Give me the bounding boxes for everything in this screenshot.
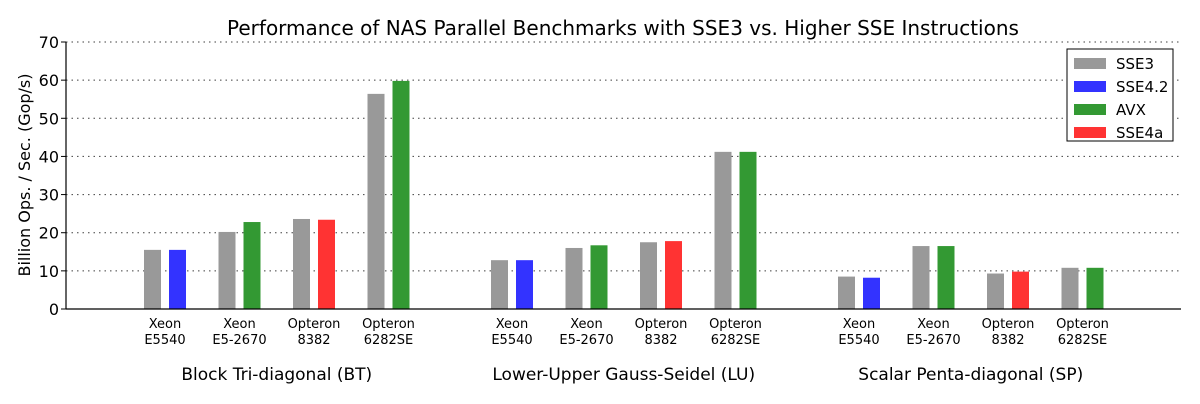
bar-avx-group-1-processor-3 xyxy=(739,151,757,309)
x-tick-label-line-1: Opteron xyxy=(288,317,341,332)
y-tick-label: 40 xyxy=(39,147,59,166)
bar-sse3-group-2-processor-1 xyxy=(912,246,930,309)
legend-swatch-3 xyxy=(1074,127,1106,138)
y-tick-label: 10 xyxy=(39,262,59,281)
x-tick-label-line-2: 6282SE xyxy=(1058,333,1108,348)
bar-avx-group-0-processor-3 xyxy=(392,80,410,309)
bar-sse3-group-0-processor-2 xyxy=(293,218,310,309)
bar-avx-group-2-processor-3 xyxy=(1086,267,1104,309)
x-tick-label-line-2: 8382 xyxy=(297,333,330,348)
legend-label-3: SSE4a xyxy=(1116,124,1163,142)
x-tick-label-line-2: E5540 xyxy=(838,333,879,348)
bar-sse4a-group-1-processor-2 xyxy=(665,241,682,309)
bar-sse3-group-1-processor-3 xyxy=(714,151,732,309)
x-tick-label-line-1: Xeon xyxy=(843,317,876,332)
x-tick-label-line-2: 6282SE xyxy=(711,333,761,348)
x-tick-label-line-1: Xeon xyxy=(496,317,529,332)
chart-title: Performance of NAS Parallel Benchmarks w… xyxy=(227,16,1019,40)
group-label-0: Block Tri-diagonal (BT) xyxy=(181,365,372,385)
x-tick-label-line-2: E5-2670 xyxy=(906,333,960,348)
x-tick-label-line-1: Xeon xyxy=(570,317,603,332)
bar-sse4-2-group-0-processor-0 xyxy=(169,249,186,309)
x-tick-label-line-1: Opteron xyxy=(1056,317,1109,332)
bar-avx-group-1-processor-1 xyxy=(590,245,608,309)
legend-label-0: SSE3 xyxy=(1116,55,1154,73)
y-tick-label: 0 xyxy=(49,300,59,319)
legend-swatch-0 xyxy=(1074,58,1106,69)
x-tick-label-line-1: Opteron xyxy=(362,317,415,332)
y-tick-label: 70 xyxy=(39,33,59,52)
y-axis-label: Billion Ops. / Sec. (Gop/s) xyxy=(15,73,34,276)
bar-sse3-group-1-processor-0 xyxy=(491,260,508,309)
bar-sse3-group-2-processor-2 xyxy=(987,273,1004,309)
x-tick-label-line-2: E5540 xyxy=(144,333,185,348)
bar-sse4a-group-2-processor-2 xyxy=(1012,271,1029,309)
x-tick-label-line-1: Xeon xyxy=(917,317,950,332)
bar-sse3-group-1-processor-1 xyxy=(565,247,583,309)
bar-sse3-group-0-processor-0 xyxy=(144,249,161,309)
legend-label-1: SSE4.2 xyxy=(1116,78,1168,96)
bar-sse4a-group-0-processor-2 xyxy=(318,219,335,309)
x-tick-label-line-1: Opteron xyxy=(982,317,1035,332)
bar-sse3-group-0-processor-3 xyxy=(367,93,385,309)
legend: SSE3 SSE4.2 AVX SSE4a xyxy=(1066,48,1174,142)
bar-avx-group-0-processor-1 xyxy=(243,222,261,309)
x-tick-label-line-2: 6282SE xyxy=(364,333,414,348)
y-tick-label: 50 xyxy=(39,109,59,128)
bar-sse3-group-2-processor-0 xyxy=(838,276,855,309)
x-tick-label-line-1: Xeon xyxy=(149,317,182,332)
x-tick-label-line-2: 8382 xyxy=(644,333,677,348)
y-tick-label: 60 xyxy=(39,71,59,90)
bar-sse3-group-2-processor-3 xyxy=(1061,267,1079,309)
x-tick-label-line-2: E5-2670 xyxy=(559,333,613,348)
bar-sse3-group-0-processor-1 xyxy=(218,231,236,309)
bar-sse4-2-group-1-processor-0 xyxy=(516,260,533,309)
x-tick-label-line-1: Opteron xyxy=(709,317,762,332)
x-tick-label-line-2: E5540 xyxy=(491,333,532,348)
x-tick-label-line-2: E5-2670 xyxy=(212,333,266,348)
legend-swatch-1 xyxy=(1074,81,1106,92)
x-tick-label-line-1: Opteron xyxy=(635,317,688,332)
bar-sse4-2-group-2-processor-0 xyxy=(863,277,880,309)
group-label-1: Lower-Upper Gauss-Seidel (LU) xyxy=(492,365,755,385)
legend-swatch-2 xyxy=(1074,104,1106,115)
x-tick-label-line-1: Xeon xyxy=(223,317,256,332)
y-tick-label: 20 xyxy=(39,224,59,243)
legend-label-2: AVX xyxy=(1116,101,1146,119)
group-label-2: Scalar Penta-diagonal (SP) xyxy=(858,365,1083,385)
bar-avx-group-2-processor-1 xyxy=(937,246,955,309)
bar-sse3-group-1-processor-2 xyxy=(640,242,657,309)
plot-area: 010203040506070XeonE5540XeonE5-2670Opter… xyxy=(39,33,1181,385)
y-tick-label: 30 xyxy=(39,186,59,205)
x-tick-label-line-2: 8382 xyxy=(991,333,1024,348)
